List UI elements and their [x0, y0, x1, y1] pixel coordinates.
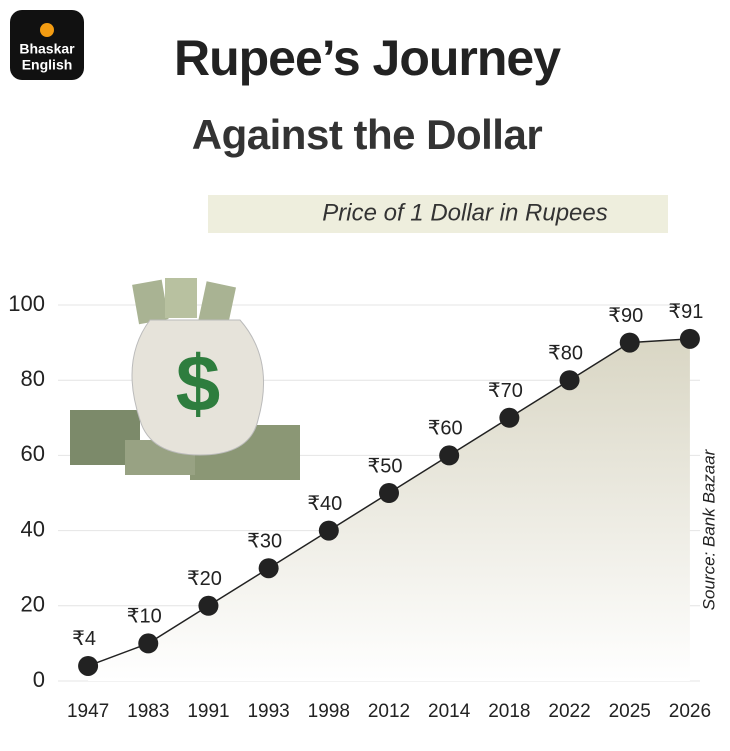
x-tick-label: 2025: [609, 701, 651, 722]
money-bag: $: [70, 278, 300, 480]
x-tick-label: 1993: [247, 701, 289, 722]
value-label: ₹40: [307, 493, 342, 515]
x-tick-label: 1998: [308, 701, 350, 722]
chart-title: Rupee’s Journey: [174, 30, 561, 86]
y-tick-label: 100: [8, 291, 45, 316]
y-tick-label: 20: [21, 592, 45, 617]
point: [679, 328, 700, 349]
point: [619, 332, 640, 353]
x-tick-label: 1991: [187, 701, 229, 722]
x-tick-label: 2014: [428, 701, 471, 722]
y-tick-label: 60: [21, 441, 45, 466]
subtitle-box: [208, 195, 668, 233]
point: [198, 595, 219, 616]
x-tick-label: 2018: [488, 701, 530, 722]
chart-title-line-2: Against the Dollar: [192, 111, 543, 158]
logo-dot: [40, 23, 54, 37]
point: [138, 633, 159, 654]
value-label: ₹80: [548, 342, 583, 364]
logo-box: [10, 10, 84, 80]
dollar-sign: $: [176, 339, 221, 428]
point: [318, 520, 339, 541]
cash-note: [165, 278, 197, 318]
logo: Bhaskar English: [10, 10, 84, 80]
point: [439, 445, 460, 466]
area: [88, 338, 690, 681]
value-label: ₹20: [187, 568, 222, 590]
logo-text: English: [22, 57, 73, 73]
chart-subtitle: Price of 1 Dollar in Rupees: [322, 199, 607, 226]
cash-note: [198, 281, 236, 327]
cash-note: [132, 279, 169, 325]
point: [258, 558, 279, 579]
value-label: ₹70: [488, 380, 523, 402]
point: [559, 370, 580, 391]
point: [78, 655, 99, 676]
x-tick-label: 2022: [548, 701, 590, 722]
source-note: Source: Bank Bazaar: [699, 448, 718, 610]
x-tick-label: 2012: [368, 701, 410, 722]
point: [499, 407, 520, 428]
bag: [131, 319, 264, 456]
value-label: ₹91: [668, 301, 703, 323]
x-tick-label: 2026: [669, 701, 711, 722]
y-tick-label: 80: [21, 366, 45, 391]
value-label: ₹4: [72, 628, 96, 650]
logo-text: Bhaskar: [19, 41, 75, 57]
value-label: ₹30: [247, 530, 282, 552]
x-tick-label: 1947: [67, 701, 109, 722]
y-tick-label: 40: [21, 516, 45, 541]
x-tick-label: 1983: [127, 701, 169, 722]
value-label: ₹60: [428, 418, 463, 440]
point: [379, 483, 399, 503]
value-label: ₹10: [127, 606, 162, 628]
value-label: ₹90: [608, 305, 643, 327]
value-label: ₹50: [368, 455, 403, 477]
y-tick-label: 0: [33, 667, 45, 692]
